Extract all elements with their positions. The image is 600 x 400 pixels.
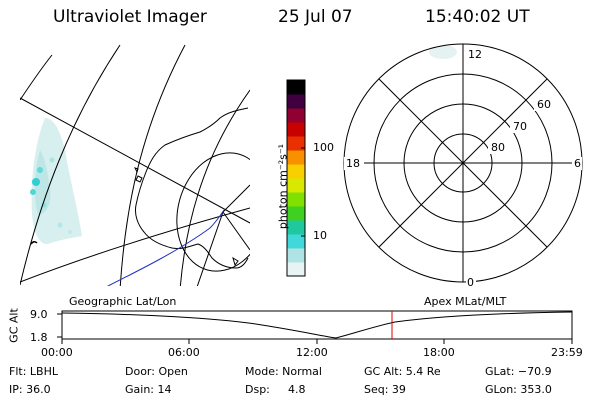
colorbar-cell (287, 192, 305, 207)
altitude-ytick-9: 9.0 (30, 308, 48, 321)
colorbar-cell (287, 80, 305, 95)
altitude-xtick-0000: 00:00 (41, 346, 73, 359)
uv-emission-region (30, 118, 82, 245)
glon-info: GLon: 353.0 (485, 383, 552, 396)
mlt-12-label: 12 (468, 48, 482, 61)
altitude-xtick-1800: 18:00 (423, 346, 455, 359)
colorbar-cell (287, 262, 305, 277)
colorbar-cell (287, 164, 305, 179)
polar-plot (343, 43, 583, 288)
gain-info: Gain: 14 (125, 383, 172, 396)
colorbar (286, 79, 306, 277)
flt-info: Flt: LBHL (9, 365, 58, 378)
colorbar-cell (287, 234, 305, 249)
colorbar-cell (287, 122, 305, 137)
colorbar-tick-10: 10 (313, 229, 327, 242)
door-info: Door: Open (125, 365, 188, 378)
colorbar-cell (287, 136, 305, 151)
altitude-ylabel: GC Alt (7, 308, 21, 343)
mlt-6-label: 6 (574, 157, 581, 170)
colorbar-cell (287, 206, 305, 221)
colorbar-cell (287, 248, 305, 263)
altitude-xtick-2359: 23:59 (551, 346, 583, 359)
dsp-value: 4.8 (288, 383, 306, 396)
colorbar-cell (287, 108, 305, 123)
altitude-ytick-1-8: 1.8 (30, 331, 48, 344)
altitude-xtick-0600: 06:00 (168, 346, 200, 359)
geographic-map (20, 44, 250, 286)
lat-70-label: 70 (513, 120, 527, 133)
lat-60-label: 60 (537, 98, 551, 111)
ip-info: IP: 36.0 (9, 383, 51, 396)
geographic-label: Geographic Lat/Lon (69, 295, 177, 308)
colorbar-unit-label: photon cm⁻²s⁻¹ (276, 143, 290, 230)
altitude-curve (61, 311, 573, 339)
seq-info: Seq: 39 (364, 383, 406, 396)
colorbar-cell (287, 178, 305, 193)
mode-info: Mode: Normal (245, 365, 322, 378)
ground-track (106, 209, 225, 286)
apex-label: Apex MLat/MLT (424, 295, 507, 308)
dsp-label: Dsp: (245, 383, 270, 396)
coastline (135, 107, 249, 269)
colorbar-cell (287, 150, 305, 165)
mlt-0-label: 0 (467, 276, 474, 289)
glat-info: GLat: −70.9 (485, 365, 552, 378)
date-label: 25 Jul 07 (278, 7, 353, 27)
colorbar-cell (287, 94, 305, 109)
mlt-18-label: 18 (346, 157, 360, 170)
app-title: Ultraviolet Imager (53, 7, 207, 27)
altitude-xtick-1200: 12:00 (296, 346, 328, 359)
altitude-plot (57, 310, 573, 344)
gc-alt-info: GC Alt: 5.4 Re (364, 365, 441, 378)
colorbar-tick-100: 100 (313, 141, 334, 154)
colorbar-cell (287, 220, 305, 235)
time-label: 15:40:02 UT (425, 7, 530, 27)
lat-80-label: 80 (491, 141, 505, 154)
